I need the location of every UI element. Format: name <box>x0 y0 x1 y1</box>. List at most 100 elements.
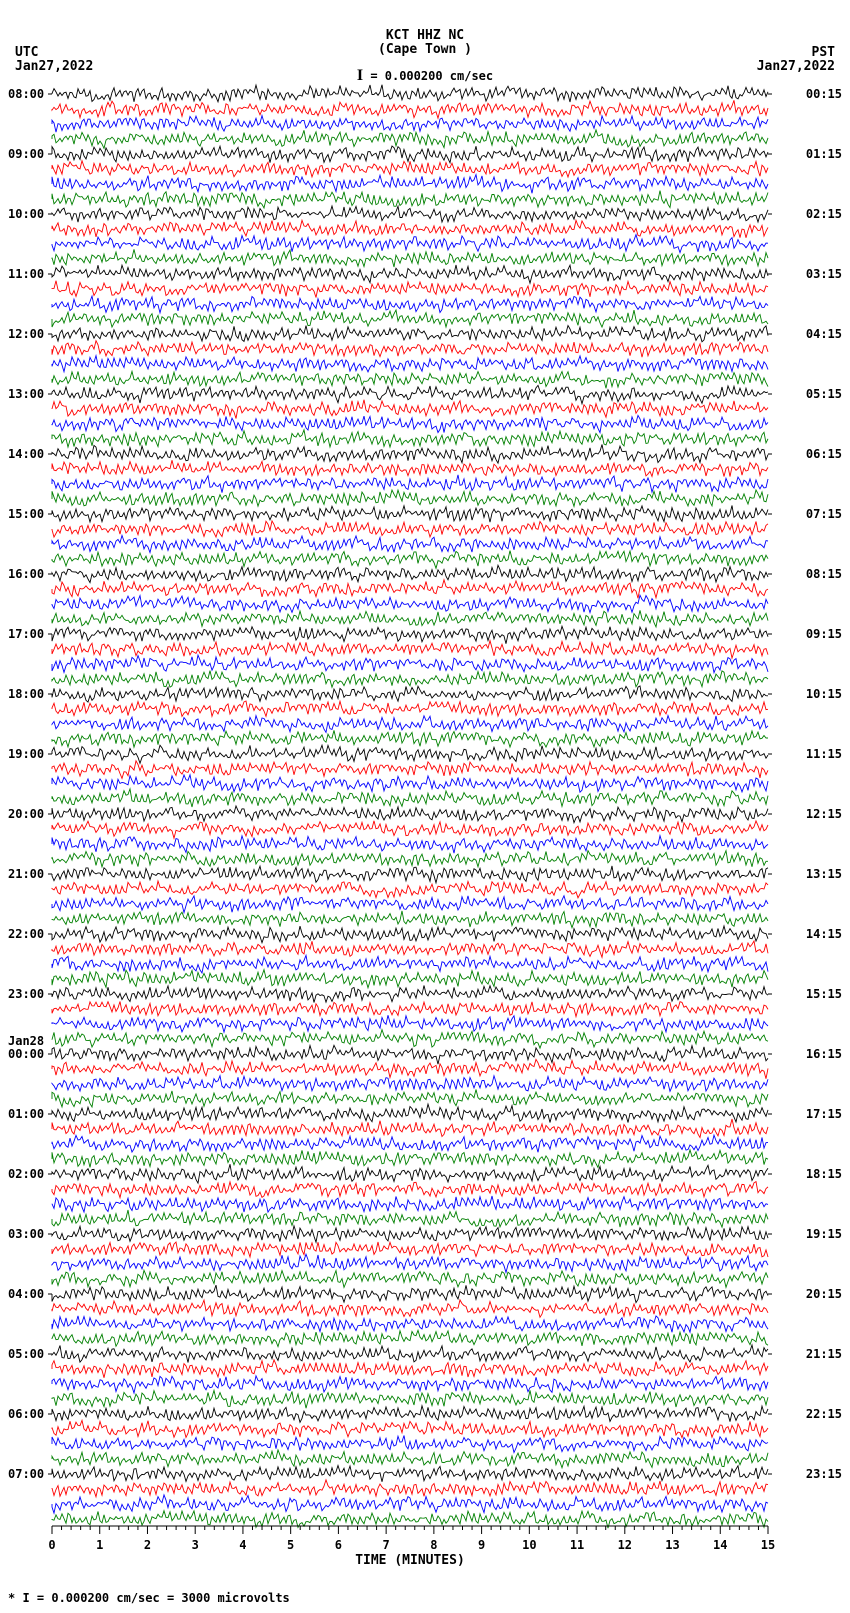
pst-hour-label: 15:15 <box>806 987 842 1001</box>
seismic-trace <box>52 911 768 928</box>
seismic-trace <box>52 1376 768 1393</box>
x-tick-label: 5 <box>287 1538 294 1552</box>
seismic-trace <box>52 1226 768 1242</box>
seismic-trace <box>52 926 768 943</box>
seismic-trace <box>52 1135 768 1152</box>
seismic-trace <box>52 716 768 733</box>
scale-indicator: I = 0.000200 cm/sec <box>0 67 850 85</box>
x-tick-label: 0 <box>48 1538 55 1552</box>
utc-hour-label: 21:00 <box>8 867 44 881</box>
seismic-trace <box>52 821 768 838</box>
seismic-trace <box>52 1300 768 1317</box>
x-tick-label: 6 <box>335 1538 342 1552</box>
pst-hour-label: 03:15 <box>806 267 842 281</box>
scale-bar-icon: I <box>357 67 363 84</box>
seismic-trace <box>52 1045 768 1064</box>
x-tick-label: 15 <box>761 1538 775 1552</box>
utc-hour-label: 08:00 <box>8 87 44 101</box>
seismic-trace <box>52 655 768 673</box>
utc-hour-label: 11:00 <box>8 267 44 281</box>
utc-hour-label: 18:00 <box>8 687 44 701</box>
utc-hour-label: 02:00 <box>8 1167 44 1181</box>
seismic-trace <box>52 851 768 867</box>
utc-hour-label: 13:00 <box>8 387 44 401</box>
seismic-trace <box>52 595 768 612</box>
pst-hour-label: 18:15 <box>806 1167 842 1181</box>
x-tick-label: 13 <box>665 1538 679 1552</box>
seismic-trace <box>52 551 768 569</box>
pst-hour-label: 17:15 <box>806 1107 842 1121</box>
x-tick-label: 12 <box>618 1538 632 1552</box>
seismic-trace <box>52 475 768 493</box>
seismic-trace <box>52 265 768 283</box>
pst-hour-label: 20:15 <box>806 1287 842 1301</box>
seismic-trace <box>52 1015 768 1032</box>
seismic-trace <box>52 506 768 523</box>
x-tick-label: 4 <box>239 1538 246 1552</box>
seismic-trace <box>52 565 768 582</box>
seismic-trace <box>52 1345 768 1363</box>
seismic-trace <box>52 1150 768 1168</box>
seismic-trace <box>52 1182 768 1198</box>
seismic-trace <box>52 1316 768 1332</box>
pst-hour-label: 04:15 <box>806 327 842 341</box>
seismic-trace <box>52 955 768 973</box>
x-tick-label: 1 <box>96 1538 103 1552</box>
utc-hour-label: 22:00 <box>8 927 44 941</box>
seismic-trace <box>52 580 768 599</box>
seismic-trace <box>52 341 768 358</box>
seismic-trace <box>52 430 768 447</box>
utc-hour-label: 12:00 <box>8 327 44 341</box>
seismic-trace <box>52 745 768 763</box>
seismic-trace <box>52 970 768 988</box>
seismic-trace <box>52 1196 768 1212</box>
seismic-trace <box>52 415 768 432</box>
seismic-trace <box>52 116 768 133</box>
seismic-trace <box>52 235 768 253</box>
seismic-trace <box>52 1436 768 1453</box>
seismic-trace <box>52 445 768 464</box>
utc-hour-label: 20:00 <box>8 807 44 821</box>
station-title: KCT HHZ NC <box>0 28 850 43</box>
seismic-trace <box>52 836 768 854</box>
pst-hour-label: 10:15 <box>806 687 842 701</box>
seismic-trace <box>52 1495 768 1513</box>
seismic-trace <box>52 1119 768 1138</box>
seismic-trace <box>52 1420 768 1437</box>
utc-hour-label: 03:00 <box>8 1227 44 1241</box>
seismic-trace <box>52 310 768 327</box>
x-tick-label: 2 <box>144 1538 151 1552</box>
x-tick-label: 9 <box>478 1538 485 1552</box>
seismic-trace <box>52 671 768 688</box>
utc-hour-label: 06:00 <box>8 1407 44 1421</box>
date-break-label: Jan28 <box>8 1034 44 1048</box>
pst-hour-label: 07:15 <box>806 507 842 521</box>
utc-hour-label: 23:00 <box>8 987 44 1001</box>
tz-left-label: UTC <box>15 45 38 60</box>
seismic-trace <box>52 385 768 403</box>
pst-hour-label: 21:15 <box>806 1347 842 1361</box>
seismic-trace <box>52 1104 768 1122</box>
seismic-trace <box>52 701 768 716</box>
seismic-trace <box>52 281 768 298</box>
seismic-trace <box>52 806 768 823</box>
seismic-trace <box>52 249 768 267</box>
seismic-trace <box>52 761 768 779</box>
seismic-trace <box>52 146 768 163</box>
pst-hour-label: 13:15 <box>806 867 842 881</box>
seismic-trace <box>52 881 768 898</box>
seismic-trace <box>52 986 768 1003</box>
x-tick-label: 10 <box>522 1538 536 1552</box>
seismic-trace <box>52 400 768 419</box>
seismic-trace <box>52 866 768 883</box>
pst-hour-label: 12:15 <box>806 807 842 821</box>
utc-hour-label: 01:00 <box>8 1107 44 1121</box>
seismic-trace <box>52 789 768 807</box>
seismic-trace <box>52 1002 768 1017</box>
seismic-trace <box>52 686 768 702</box>
footer-prefix: * I <box>8 1591 37 1605</box>
seismic-trace <box>52 1406 768 1423</box>
pst-hour-label: 05:15 <box>806 387 842 401</box>
seismic-trace <box>52 1090 768 1108</box>
pst-hour-label: 14:15 <box>806 927 842 941</box>
